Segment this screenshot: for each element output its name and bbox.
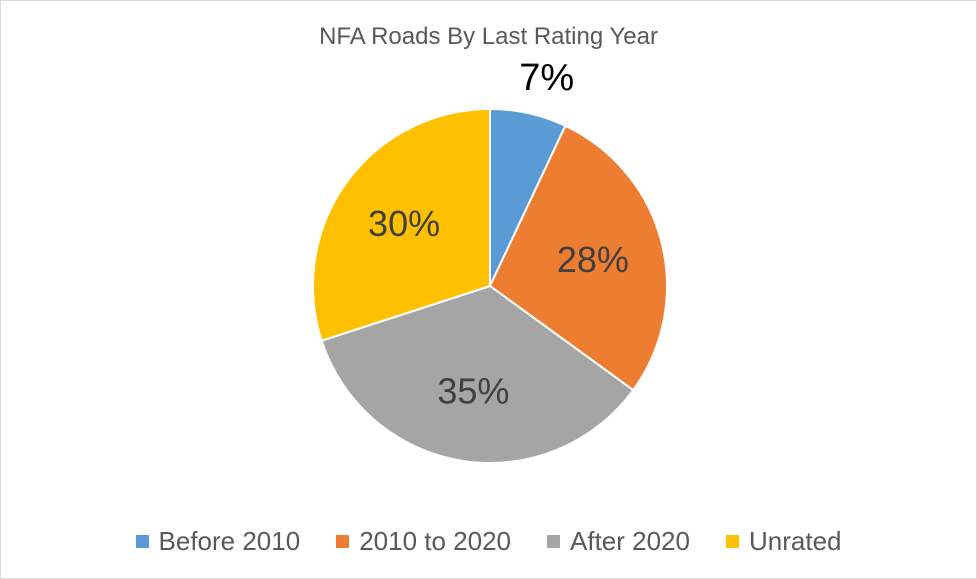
- data-label-after-2020: 35%: [437, 370, 509, 411]
- legend-label: Before 2010: [158, 525, 301, 556]
- legend-item-unrated: Unrated: [725, 525, 842, 557]
- pie-slice-after-2020: [320, 284, 635, 464]
- legend-swatch: [135, 534, 149, 548]
- legend-label: Unrated: [748, 525, 842, 556]
- legend-swatch: [336, 534, 350, 548]
- chart-title: NFA Roads By Last Rating Year: [319, 23, 658, 50]
- data-label-unrated: 30%: [368, 203, 440, 244]
- data-label-2010-to-2020: 28%: [557, 239, 629, 280]
- legend-item-2010-to-2020: 2010 to 2020: [336, 526, 511, 557]
- legend-item-after-2020: After 2020: [547, 526, 690, 557]
- pie-slice-unrated: [312, 107, 491, 342]
- data-label-before-2010: 7%: [519, 57, 574, 99]
- pie-slice-2010-to-2020: [488, 124, 668, 392]
- legend-swatch: [547, 534, 560, 548]
- legend: Before 2010 2010 to 2020 After 2020 Unrated: [1, 524, 976, 558]
- pie-chart: 7% 28% 35% 30%: [312, 57, 668, 464]
- legend-item-before-2010: Before 2010: [135, 525, 301, 557]
- legend-label: After 2020: [570, 525, 690, 556]
- legend-label: 2010 to 2020: [359, 525, 511, 556]
- legend-swatch: [725, 534, 739, 548]
